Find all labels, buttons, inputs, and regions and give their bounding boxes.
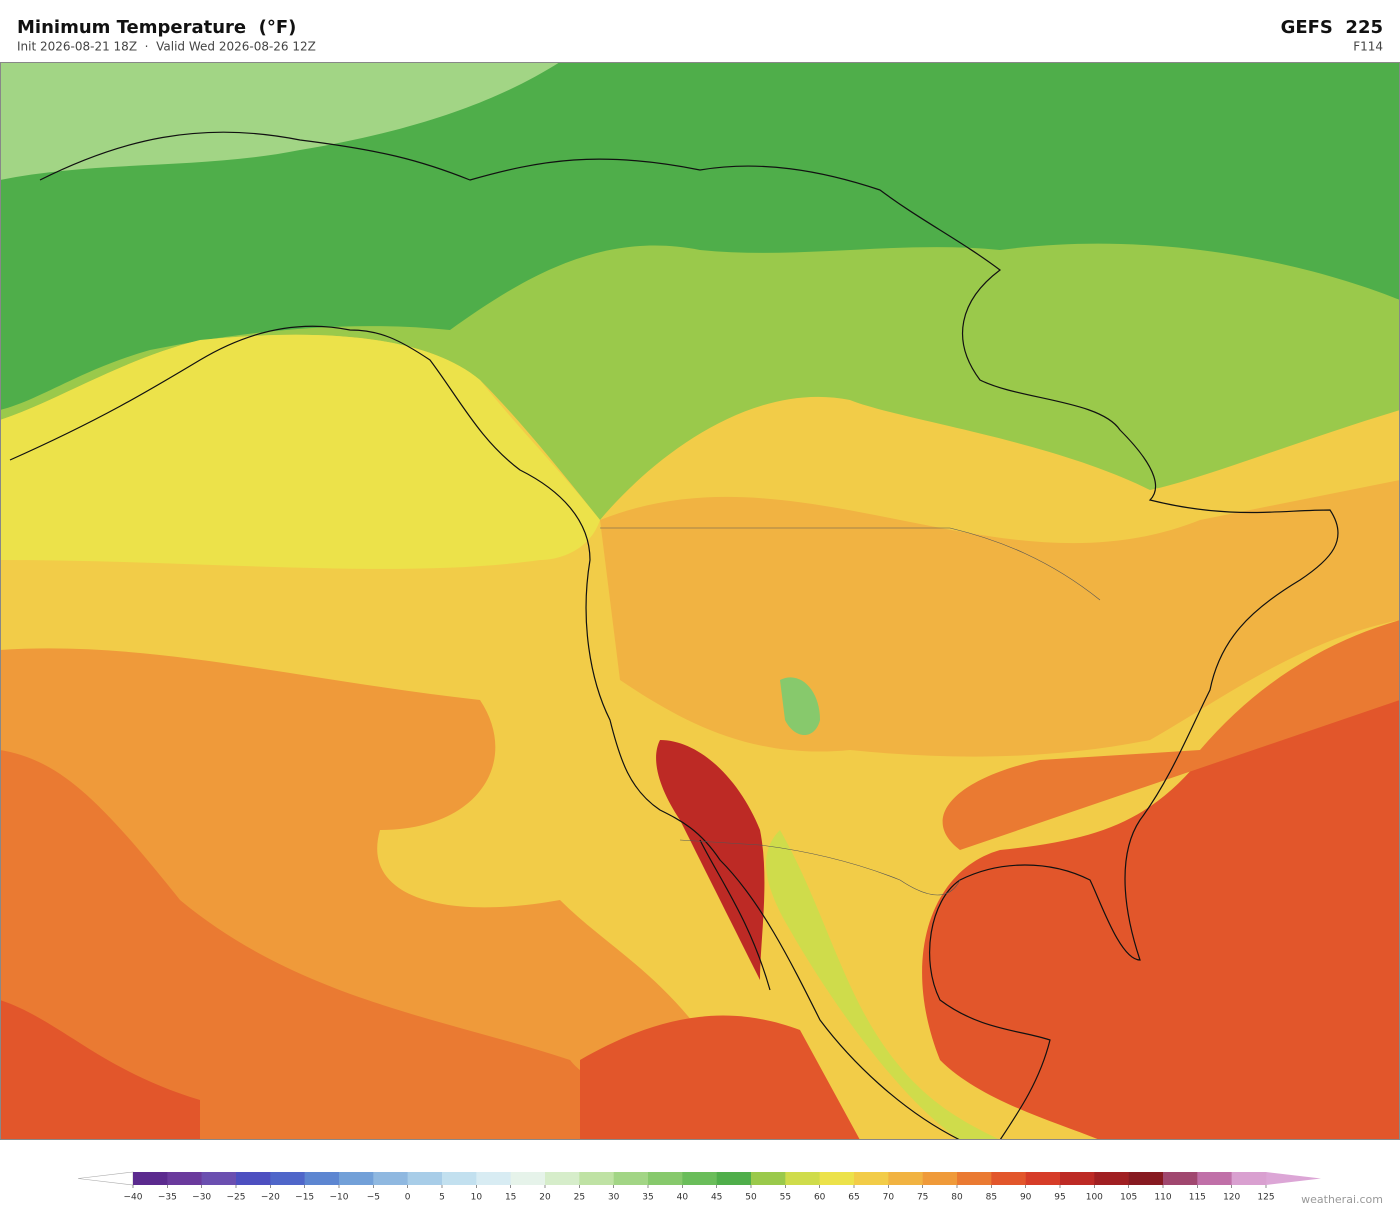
colorbar-tick-label: 30 <box>608 1193 620 1203</box>
colorbar-segment <box>1025 1172 1061 1185</box>
colorbar-segment <box>339 1172 374 1185</box>
field-southeast <box>942 620 1400 850</box>
baja-coast <box>699 839 771 991</box>
colorbar-tick-label: −10 <box>330 1193 349 1203</box>
colorbar-under <box>77 1171 134 1186</box>
title: Minimum Temperature (°F) <box>17 17 296 38</box>
colorbar-tick-label: −30 <box>192 1193 211 1203</box>
colorbar-segment <box>716 1172 752 1185</box>
colorbar-tick-label: 35 <box>642 1193 653 1203</box>
colorbar-segment <box>1197 1172 1232 1185</box>
field-gulf-atlantic <box>922 660 1400 1140</box>
colorbar-tick-label: 80 <box>951 1193 963 1203</box>
colorbar-tick-label: 115 <box>1189 1193 1206 1203</box>
model-name: GEFS 225 <box>1281 17 1383 38</box>
colorbar-segment <box>991 1172 1026 1185</box>
colorbar-tick-label: −40 <box>124 1193 143 1203</box>
field-mexico-plateau <box>766 830 1000 1140</box>
colorbar-tick-label: 95 <box>1054 1193 1065 1203</box>
colorbar-segment <box>476 1172 511 1185</box>
colorbar-segment <box>373 1172 408 1185</box>
colorbar-tick-label: 120 <box>1223 1193 1240 1203</box>
colorbar-segment <box>648 1172 683 1185</box>
colorbar-segment <box>545 1172 580 1185</box>
colorbar-segment <box>442 1172 477 1185</box>
colorbar-tick-label: 75 <box>917 1193 928 1203</box>
field-north <box>0 62 1400 410</box>
colorbar-segment <box>1163 1172 1198 1185</box>
colorbar-segment <box>236 1172 271 1185</box>
colorbar-tick-label: 10 <box>471 1193 483 1203</box>
colorbar-tick-label: 25 <box>574 1193 585 1203</box>
field-rockies <box>780 677 820 735</box>
colorbar-tick-label: 105 <box>1120 1193 1137 1203</box>
colorbar-segment <box>854 1172 889 1185</box>
forecast-hour: F114 <box>1353 40 1383 54</box>
colorbar-tick-label: 70 <box>883 1193 895 1203</box>
colorbar-segment <box>922 1172 958 1185</box>
colorbar-tick-label: −15 <box>295 1193 314 1203</box>
colorbar-tick-label: 0 <box>405 1193 411 1203</box>
colorbar-segment <box>1060 1172 1095 1185</box>
colorbar-segment <box>1094 1172 1129 1185</box>
colorbar-segment <box>613 1172 649 1185</box>
field-warmer <box>0 750 760 1140</box>
colorbar-tick-label: 55 <box>780 1193 791 1203</box>
colorbar-tick-label: 65 <box>848 1193 859 1203</box>
colorbar-tick-label: −5 <box>367 1193 380 1203</box>
colorbar-tick-label: 5 <box>439 1193 445 1203</box>
colorbar-segment <box>270 1172 305 1185</box>
colorbar-segment <box>167 1172 202 1185</box>
colorbar-segment <box>304 1172 340 1185</box>
colorbar-tick-label: 110 <box>1154 1193 1171 1203</box>
colorbar-over <box>1266 1172 1321 1185</box>
colorbar-segment <box>1231 1172 1267 1185</box>
colorbar-segment <box>957 1172 992 1185</box>
colorbar-tick-label: 100 <box>1086 1193 1103 1203</box>
colorbar-tick-label: 85 <box>986 1193 997 1203</box>
colorbar-tick-label: 45 <box>711 1193 722 1203</box>
colorbar-tick-label: −20 <box>261 1193 280 1203</box>
colorbar-tick-label: 15 <box>505 1193 516 1203</box>
colorbar: −40 −35 −30 −25 −20 −15 −10 −5 0 5 10 15 20 25 30 35 40 4… <box>77 1171 1321 1203</box>
colorbar-tick-label: 20 <box>539 1193 551 1203</box>
map <box>0 62 1400 1140</box>
subtitle: Init 2026-08-21 18Z · Valid Wed 2026-08-… <box>17 40 316 54</box>
colorbar-tick-label: 60 <box>814 1193 826 1203</box>
colorbar-segment <box>751 1172 786 1185</box>
field-hot <box>0 1000 860 1140</box>
colorbar-segment <box>682 1172 717 1185</box>
colorbar-tick-label: −25 <box>227 1193 246 1203</box>
colorbar-tick-label: −35 <box>158 1193 177 1203</box>
colorbar-segment <box>201 1172 237 1185</box>
colorbar-tick-label: 125 <box>1257 1193 1274 1203</box>
colorbar-segment <box>819 1172 855 1185</box>
credit: weatherai.com <box>1301 1193 1383 1206</box>
colorbar-segment <box>579 1172 614 1185</box>
colorbar-segment <box>407 1172 443 1185</box>
field-pacific-north <box>0 334 600 569</box>
colorbar-segment <box>785 1172 820 1185</box>
field-arctic-sea <box>0 62 560 180</box>
colorbar-tick-label: 50 <box>745 1193 757 1203</box>
colorbar-tick-label: 90 <box>1020 1193 1032 1203</box>
colorbar-tick-label: 40 <box>677 1193 689 1203</box>
colorbar-segment <box>888 1172 923 1185</box>
borders <box>600 527 1101 896</box>
colorbar-segment <box>1128 1172 1164 1185</box>
colorbar-segment <box>510 1172 546 1185</box>
colorbar-segment <box>133 1172 168 1185</box>
coastline <box>9 131 1339 1140</box>
